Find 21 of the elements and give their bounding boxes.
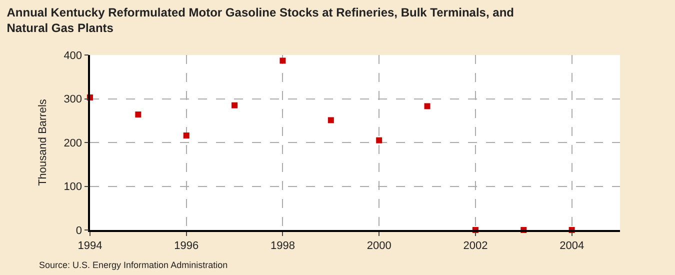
- y-axis-title: Thousand Barrels: [36, 98, 49, 186]
- y-tick-label: 100: [64, 181, 82, 194]
- point: [328, 117, 334, 124]
- x-tick-label: 1994: [78, 240, 102, 252]
- x-tick-label: 2004: [560, 240, 584, 252]
- point: [376, 137, 382, 144]
- x-tick-label: 2000: [366, 240, 392, 252]
- y-tick-label: 0: [76, 224, 82, 237]
- point: [280, 58, 286, 64]
- y-tick-label: 300: [64, 94, 82, 106]
- point: [183, 132, 190, 138]
- source-note: Source: U.S. Energy Information Administration: [39, 260, 228, 270]
- y-tick-label: 400: [64, 50, 82, 62]
- point: [135, 112, 142, 118]
- chart-title: Annual Kentucky Reformulated Motor Gasoline Stocks at Refineries, Bulk Terminals, and Natural Gas Plants: [6, 6, 514, 36]
- x-tick-label: 2002: [463, 240, 488, 252]
- y-tick-label: 200: [64, 137, 82, 150]
- x-tick-label: 1998: [270, 240, 295, 252]
- point: [232, 102, 238, 108]
- x-tick-label: 1996: [174, 240, 199, 252]
- point: [424, 103, 430, 110]
